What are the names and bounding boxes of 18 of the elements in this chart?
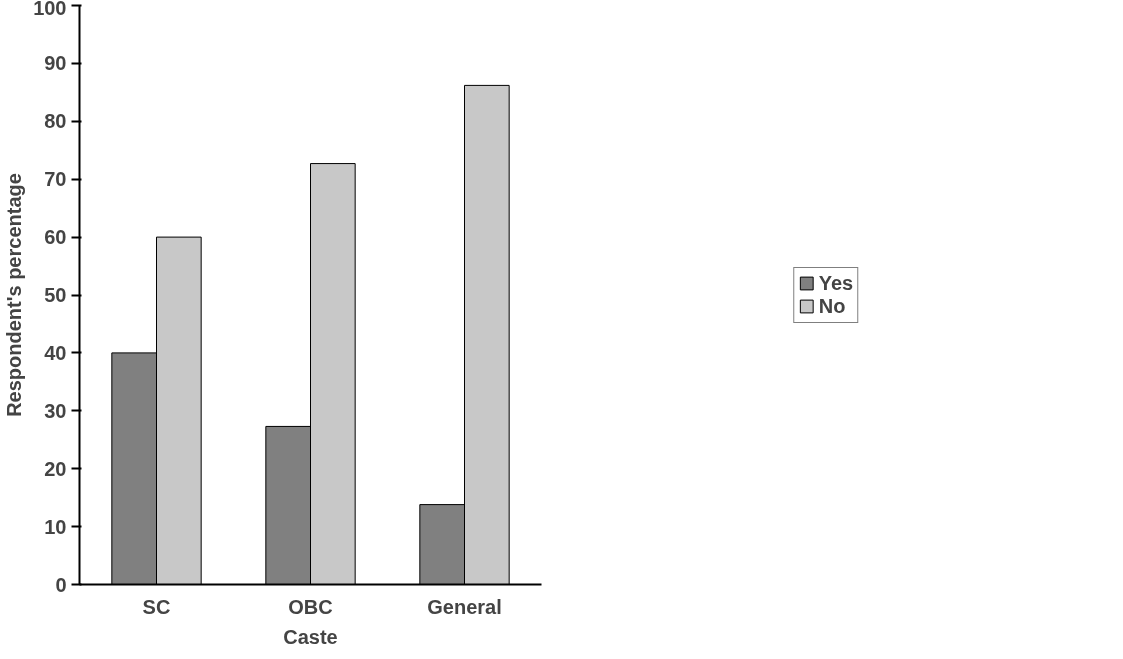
y-tick-label: 90	[44, 52, 67, 75]
y-tick-label: 80	[44, 110, 67, 133]
y-tick-label: 60	[44, 226, 67, 249]
y-tick-label: 30	[44, 399, 67, 422]
y-tick-label: 20	[44, 457, 67, 480]
y-tick-label: 0	[55, 573, 67, 596]
x-tick-label: SC	[142, 595, 171, 618]
y-tick-label: 40	[44, 341, 67, 364]
y-tick-label: 100	[33, 0, 67, 19]
legend-label: Yes	[818, 271, 854, 295]
y-tick-label: 50	[44, 284, 67, 306]
x-axis-title: Caste	[283, 625, 338, 648]
legend-label: No	[818, 294, 846, 318]
x-tick-label: OBC	[288, 595, 333, 618]
y-tick-label: 10	[44, 515, 67, 538]
y-axis-title: Respondent's percentage	[3, 173, 26, 417]
y-tick-label: 70	[44, 168, 67, 191]
x-tick-label: General	[427, 595, 502, 618]
